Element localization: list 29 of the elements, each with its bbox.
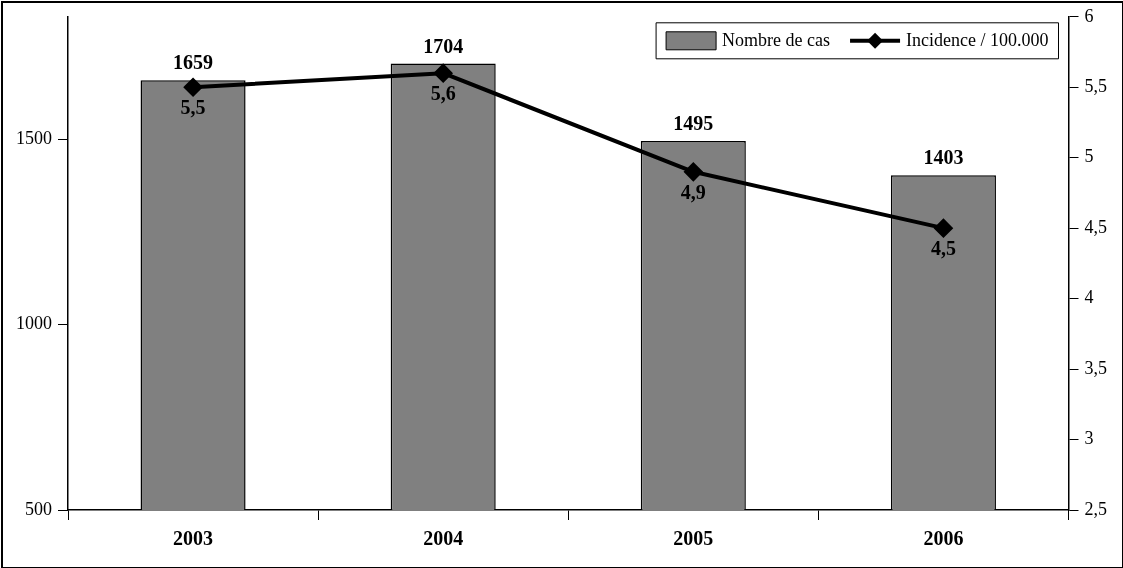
y-tick-label: 1000: [16, 313, 52, 334]
y-tick-label: 500: [25, 498, 52, 519]
y2-tick-label: 6: [1084, 5, 1094, 26]
data-label: 5,6: [430, 82, 456, 105]
point: [184, 78, 203, 97]
y2-tick-label: 3,5: [1084, 357, 1107, 378]
y2-tick-label: 4: [1084, 287, 1094, 308]
point: [934, 219, 953, 238]
y2-tick-label: 5,5: [1084, 75, 1107, 96]
data-label: 5,5: [180, 96, 206, 119]
point: [434, 64, 453, 83]
y2-tick-label: 5: [1084, 146, 1094, 167]
data-label: 1403: [923, 146, 964, 169]
x-tick-label: 2003: [173, 527, 214, 550]
y-tick-label: 1500: [16, 127, 52, 148]
data-label: 1704: [423, 34, 464, 57]
data-label: 1659: [173, 51, 214, 74]
x-tick-label: 2004: [423, 527, 464, 550]
data-label: 4,9: [680, 180, 706, 203]
point: [684, 162, 703, 181]
y2-tick-label: 2,5: [1084, 498, 1107, 519]
legend-label: Incidence / 100.000: [906, 29, 1049, 50]
legend-label: Nombre de cas: [722, 29, 831, 50]
y2-tick-label: 4,5: [1084, 216, 1107, 237]
data-label: 4,5: [930, 237, 956, 260]
data-label: 1495: [673, 112, 714, 135]
y2-tick-label: 3: [1084, 428, 1094, 449]
x-tick-label: 2005: [673, 527, 714, 550]
x-tick-label: 2006: [923, 527, 964, 550]
